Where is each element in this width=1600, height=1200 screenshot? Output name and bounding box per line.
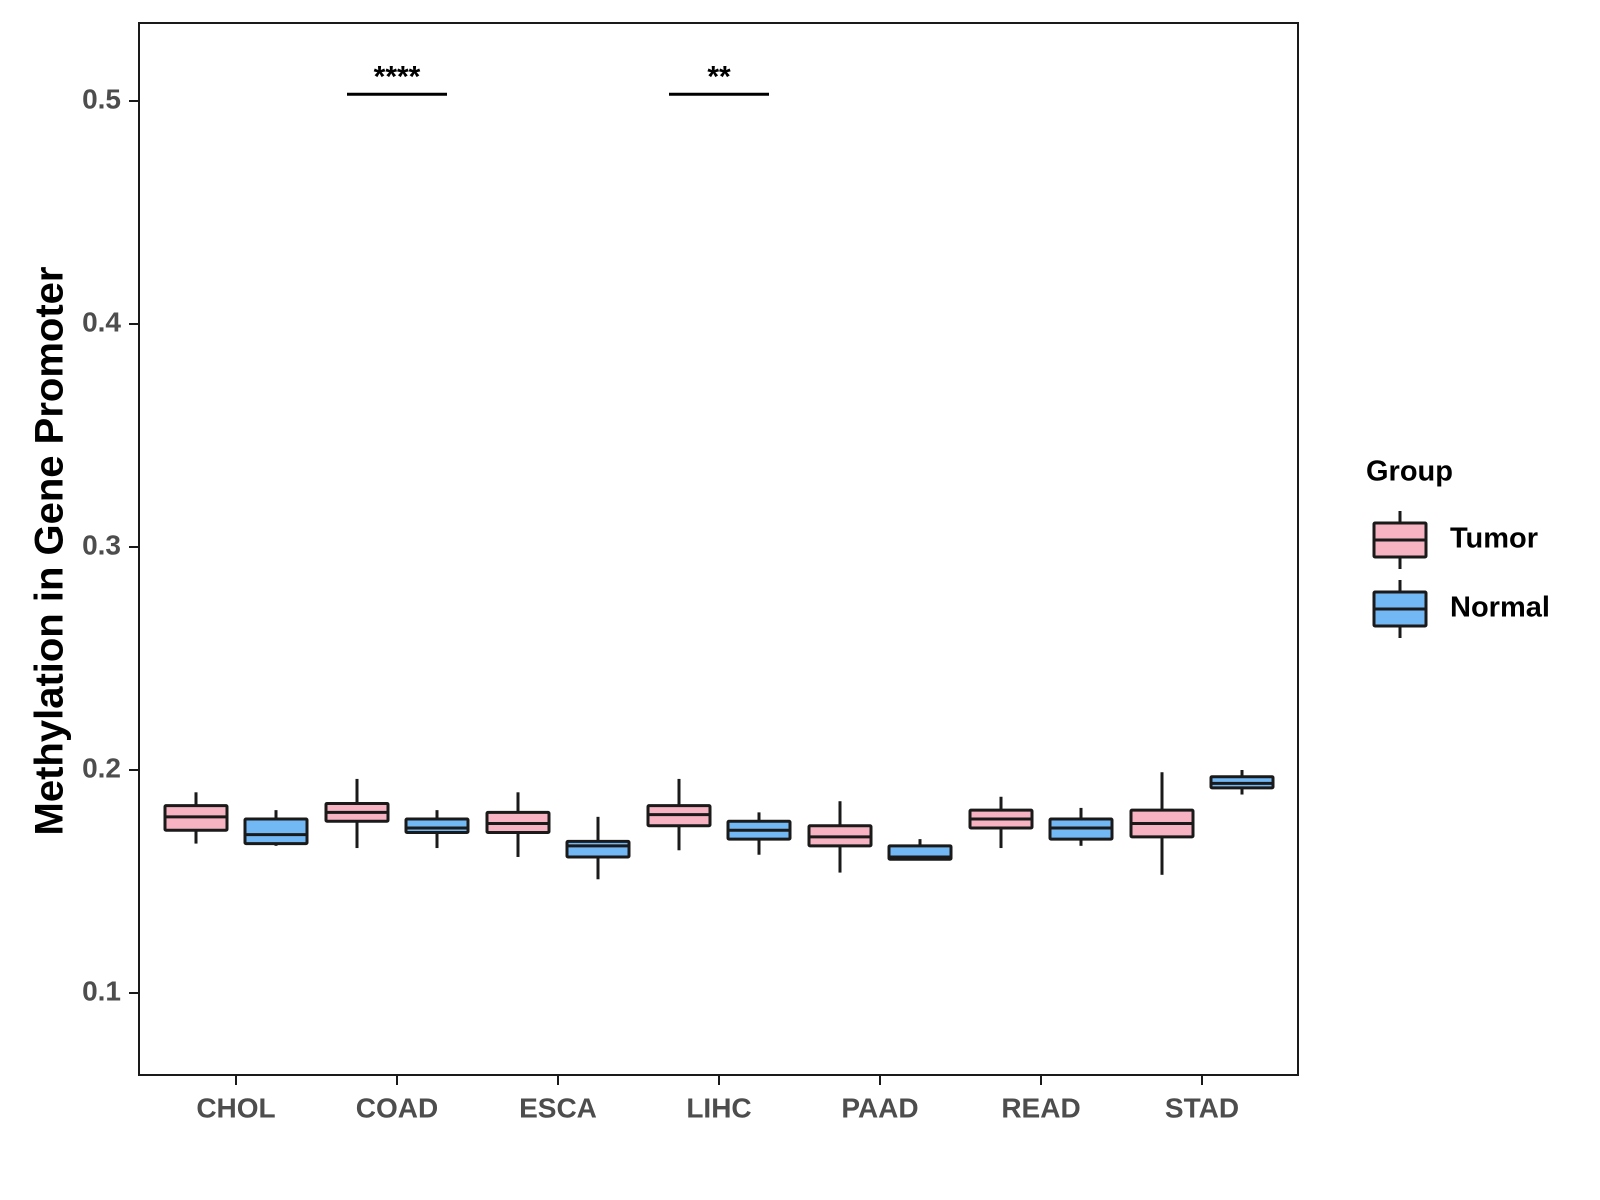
legend: Group Tumor Normal: [1366, 456, 1550, 638]
significance-label: **: [707, 60, 731, 93]
box-tumor-esca: [485, 792, 551, 857]
x-tick-label: PAAD: [841, 1092, 918, 1123]
x-tick-label: STAD: [1165, 1092, 1239, 1123]
x-tick-label: ESCA: [519, 1092, 597, 1123]
significance-label: ****: [374, 60, 421, 93]
box-normal-stad: [1209, 770, 1275, 795]
box-normal-read: [1048, 807, 1114, 846]
box-normal-lihc: [726, 812, 792, 855]
boxes-layer: [163, 770, 1275, 880]
significance-annotations: **** **: [347, 60, 769, 96]
y-axis-title: Methylation in Gene Promoter: [28, 267, 72, 836]
legend-label: Tumor: [1450, 523, 1538, 555]
legend-label: Normal: [1450, 592, 1550, 624]
y-axis: 0.1 0.2 0.3 0.4 0.5: [82, 83, 139, 1006]
x-tick-label: READ: [1001, 1092, 1080, 1123]
box-tumor-chol: [163, 792, 229, 844]
box-iqr: [404, 817, 470, 834]
box-iqr: [565, 839, 631, 859]
plot-panel: [138, 22, 1299, 1076]
box-tumor-coad: [324, 778, 390, 849]
y-tick-label: 0.1: [82, 975, 121, 1006]
x-tick-label: COAD: [356, 1092, 438, 1123]
y-tick-label: 0.2: [82, 752, 121, 783]
y-tick-label: 0.5: [82, 83, 121, 114]
box-normal-paad: [887, 839, 953, 861]
legend-title: Group: [1366, 456, 1453, 488]
box-normal-coad: [404, 810, 470, 849]
y-tick-label: 0.4: [82, 306, 121, 337]
legend-item-tumor: Tumor: [1372, 511, 1538, 569]
legend-item-normal: Normal: [1372, 580, 1550, 638]
box-normal-esca: [565, 816, 631, 880]
y-tick-label: 0.3: [82, 529, 121, 560]
x-axis: CHOL COAD ESCA LIHC PAAD READ STAD: [196, 1075, 1239, 1123]
x-tick-label: CHOL: [196, 1092, 275, 1123]
box-tumor-read: [968, 796, 1034, 849]
box-normal-chol: [243, 810, 309, 846]
box-tumor-stad: [1129, 772, 1195, 875]
x-tick-label: LIHC: [686, 1092, 751, 1123]
box-tumor-paad: [807, 801, 873, 873]
box-tumor-lihc: [646, 778, 712, 851]
box-iqr: [243, 817, 309, 846]
